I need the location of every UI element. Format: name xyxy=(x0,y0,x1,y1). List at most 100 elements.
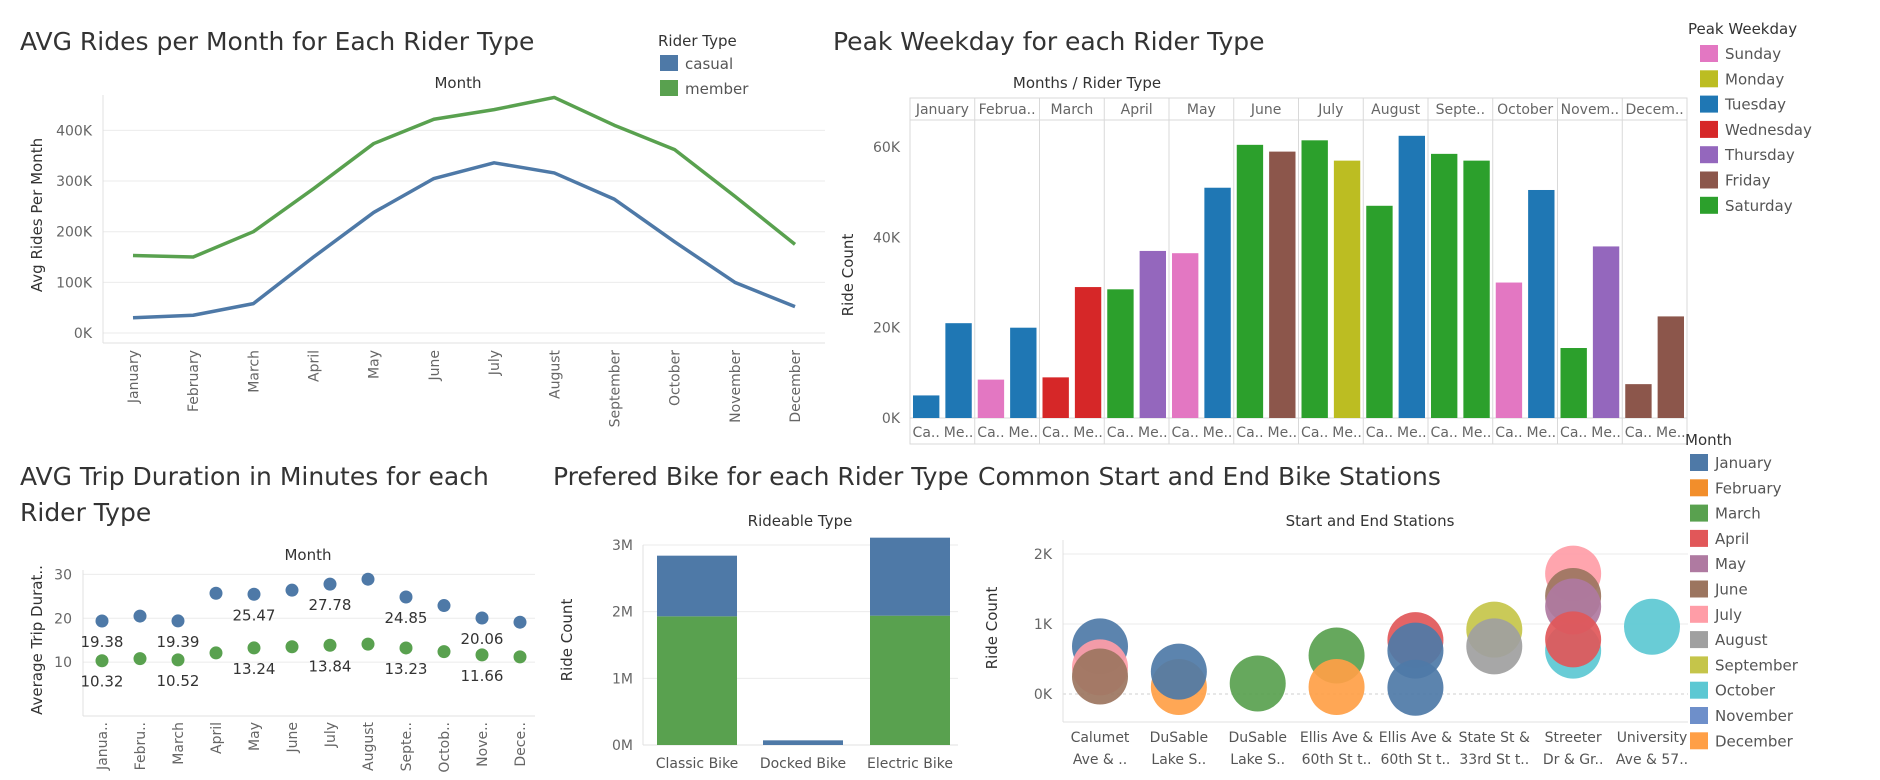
legend-casual-label: casual xyxy=(685,55,733,73)
member-series-line xyxy=(132,95,797,259)
weekday-month-label: June xyxy=(1250,102,1282,118)
duration-x-tick: Septe.. xyxy=(399,722,415,771)
weekday-legend-label: Tuesday xyxy=(1724,96,1786,114)
rides-x-tick: June xyxy=(427,350,443,382)
stations-y-tick: 2K xyxy=(1034,547,1053,563)
weekday-rider-label: Ca.. xyxy=(1172,425,1199,441)
weekday-bar xyxy=(1172,253,1199,418)
station-bubble xyxy=(1150,643,1207,700)
preferred-bike-chart: Prefered Bike for each Rider Type Rideab… xyxy=(553,462,969,772)
month-legend: Month January February March April May June Ju… xyxy=(1685,431,1799,750)
rides-y-tick: 100K xyxy=(56,275,93,291)
weekday-bar xyxy=(1625,384,1652,418)
bike-x-tick: Docked Bike xyxy=(760,756,846,772)
duration-x-tick: Nove.. xyxy=(475,722,491,767)
member-bike-bar xyxy=(657,616,737,745)
legend-member-label: member xyxy=(685,80,749,98)
weekday-legend-swatch xyxy=(1700,146,1718,164)
station-bubble xyxy=(1072,648,1128,705)
duration-data-label: 10.32 xyxy=(81,673,124,691)
duration-data-label: 27.78 xyxy=(309,596,352,614)
duration-x-tick: March xyxy=(171,722,187,765)
trip-duration-ylabel: Average Trip Durat.. xyxy=(28,565,46,715)
weekday-legend-swatch xyxy=(1700,95,1718,113)
duration-data-label: 11.66 xyxy=(461,667,504,685)
rides-y-tick: 0K xyxy=(74,326,93,342)
rides-x-tick: July xyxy=(487,350,503,376)
month-legend-swatch xyxy=(1690,580,1708,598)
weekday-y-tick: 40K xyxy=(873,230,901,246)
month-legend-label: October xyxy=(1715,682,1776,700)
member-duration-point xyxy=(133,652,147,666)
casual-duration-point xyxy=(361,572,375,586)
peak-weekday-chart: Peak Weekday for each Rider Type Months … xyxy=(833,27,1688,445)
station-x-tick-line2: Lake S.. xyxy=(1230,752,1285,768)
duration-y-tick: 10 xyxy=(54,655,72,671)
member-duration-point xyxy=(399,641,413,655)
bike-y-tick: 1M xyxy=(612,671,633,687)
casual-swatch xyxy=(660,55,678,71)
rides-per-month-title: AVG Rides per Month for Each Rider Type xyxy=(20,27,534,56)
member-duration-point xyxy=(247,641,261,655)
weekday-month-label: May xyxy=(1187,102,1216,118)
weekday-month-label: Februa.. xyxy=(979,102,1036,118)
month-legend-swatch xyxy=(1690,529,1708,547)
peak-weekday-legend-title: Peak Weekday xyxy=(1688,20,1797,38)
station-bubble xyxy=(1545,611,1602,668)
weekday-month-label: August xyxy=(1371,102,1421,118)
weekday-bar xyxy=(1010,327,1037,418)
stations-ylabel: Ride Count xyxy=(983,587,1001,670)
rides-x-tick: September xyxy=(607,350,623,428)
peak-weekday-title: Peak Weekday for each Rider Type xyxy=(833,27,1265,56)
weekday-rider-label: Me.. xyxy=(1656,425,1686,441)
station-x-tick-line2: 60th St t.. xyxy=(1302,752,1372,768)
weekday-rider-label: Ca.. xyxy=(1107,425,1134,441)
duration-data-label: 19.38 xyxy=(81,633,124,651)
member-swatch xyxy=(660,80,678,96)
casual-series-line xyxy=(132,161,796,320)
casual-duration-point xyxy=(95,614,109,628)
casual-bike-bar xyxy=(763,740,843,745)
trip-duration-title-line2: Rider Type xyxy=(20,498,151,527)
weekday-rider-label: Ca.. xyxy=(1431,425,1458,441)
casual-duration-point xyxy=(133,609,147,623)
weekday-legend-label: Monday xyxy=(1725,70,1784,88)
rides-x-tick: January xyxy=(126,350,142,404)
month-legend-label: August xyxy=(1715,631,1768,649)
weekday-bar xyxy=(1204,187,1231,418)
weekday-bar xyxy=(1366,205,1393,418)
station-x-tick-line1: University xyxy=(1617,730,1688,746)
casual-duration-point xyxy=(171,614,185,628)
weekday-bar xyxy=(1495,282,1523,418)
rides-y-tick: 300K xyxy=(56,174,93,190)
weekday-bar xyxy=(1560,348,1587,418)
weekday-y-tick: 0K xyxy=(882,411,901,427)
member-duration-point xyxy=(323,638,337,652)
bike-y-tick: 2M xyxy=(612,605,633,621)
weekday-rider-label: Me.. xyxy=(1527,425,1557,441)
month-legend-label: November xyxy=(1715,707,1794,725)
month-legend-swatch xyxy=(1690,631,1708,649)
rides-per-month-xlabel: Month xyxy=(434,74,481,92)
duration-data-label: 24.85 xyxy=(385,609,428,627)
casual-duration-point xyxy=(437,599,451,613)
casual-bike-bar xyxy=(870,537,950,616)
weekday-bar xyxy=(1236,144,1264,419)
rides-x-tick: April xyxy=(307,350,323,382)
bike-y-tick: 0M xyxy=(612,738,633,754)
weekday-rider-label: Ca.. xyxy=(1301,425,1328,441)
weekday-bar xyxy=(1042,377,1069,418)
duration-x-tick: August xyxy=(361,721,377,771)
weekday-bar xyxy=(1269,151,1296,418)
duration-data-label: 10.52 xyxy=(157,672,200,690)
station-bubble xyxy=(1624,598,1680,655)
preferred-bike-xlabel: Rideable Type xyxy=(748,512,853,530)
member-duration-point xyxy=(361,637,375,651)
duration-data-label: 25.47 xyxy=(233,606,276,624)
duration-data-label: 19.39 xyxy=(157,633,200,651)
weekday-rider-label: Ca.. xyxy=(1236,425,1263,441)
duration-x-tick: July xyxy=(323,722,339,748)
trip-duration-xlabel: Month xyxy=(284,546,331,564)
peak-weekday-legend: Peak Weekday Sunday Monday Tuesday Wednesda… xyxy=(1688,20,1812,215)
rides-per-month-chart: AVG Rides per Month for Each Rider Type … xyxy=(20,27,825,427)
